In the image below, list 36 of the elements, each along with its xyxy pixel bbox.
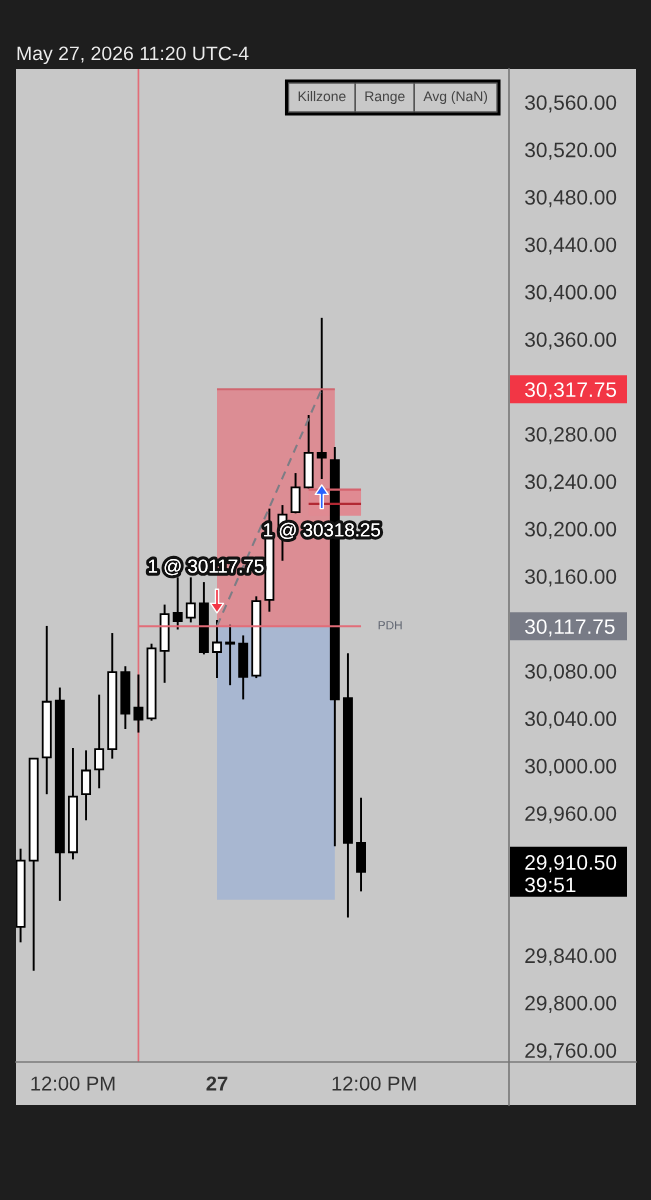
y-tick-label: 30,440.00: [525, 237, 617, 255]
candlestick: [212, 619, 222, 680]
y-tick-label: 30,000.00: [525, 758, 617, 776]
y-tick-label: 30,360.00: [525, 332, 617, 350]
y-tick-label: 30,240.00: [525, 474, 617, 492]
y-tick-label: 30,280.00: [525, 426, 617, 445]
candlestick: [133, 673, 144, 734]
candlestick: [81, 749, 92, 822]
series-label: PDH: [378, 621, 402, 630]
y-tick-label: 29,840.00: [525, 948, 617, 966]
annotation: Killzone: [298, 91, 346, 102]
candlestick: [316, 316, 327, 480]
y-tick-label: 30,317.75: [525, 382, 617, 400]
y-tick-label: 30,520.00: [525, 142, 617, 160]
y-tick-label: 30,560.00: [525, 95, 617, 113]
x-tick-label: 12:00 PM: [31, 1076, 115, 1091]
y-tick-label: 30,080.00: [525, 663, 617, 682]
chart-title: May 27, 2026 11:20 UTC-4: [17, 46, 249, 65]
y-tick-label: 30,400.00: [525, 284, 617, 302]
annotation: Avg (NaN): [423, 91, 488, 104]
y-tick-label: 30,040.00: [525, 711, 617, 729]
y-tick-label: 30,200.00: [525, 521, 617, 539]
data-label: 1 @ 30117.75: [148, 558, 264, 576]
annotation: Range: [365, 91, 405, 104]
y-tick-label: 29,960.00: [525, 806, 617, 824]
x-tick-label: 27: [206, 1076, 228, 1091]
candlestick: [185, 576, 196, 624]
x-tick-label: 12:00 PM: [332, 1076, 416, 1091]
y-tick-label: 29,800.00: [525, 995, 617, 1013]
y-tick-label: 29,760.00: [525, 1043, 617, 1061]
y-tick-label: 30,160.00: [525, 569, 617, 587]
candlestick: [94, 693, 105, 790]
candlestick: [172, 576, 183, 631]
y-tick-label: 30,117.75: [525, 619, 615, 637]
y-tick-label: 29,910.50 39:51: [525, 855, 617, 893]
y-tick-label: 30,480.00: [525, 189, 617, 208]
